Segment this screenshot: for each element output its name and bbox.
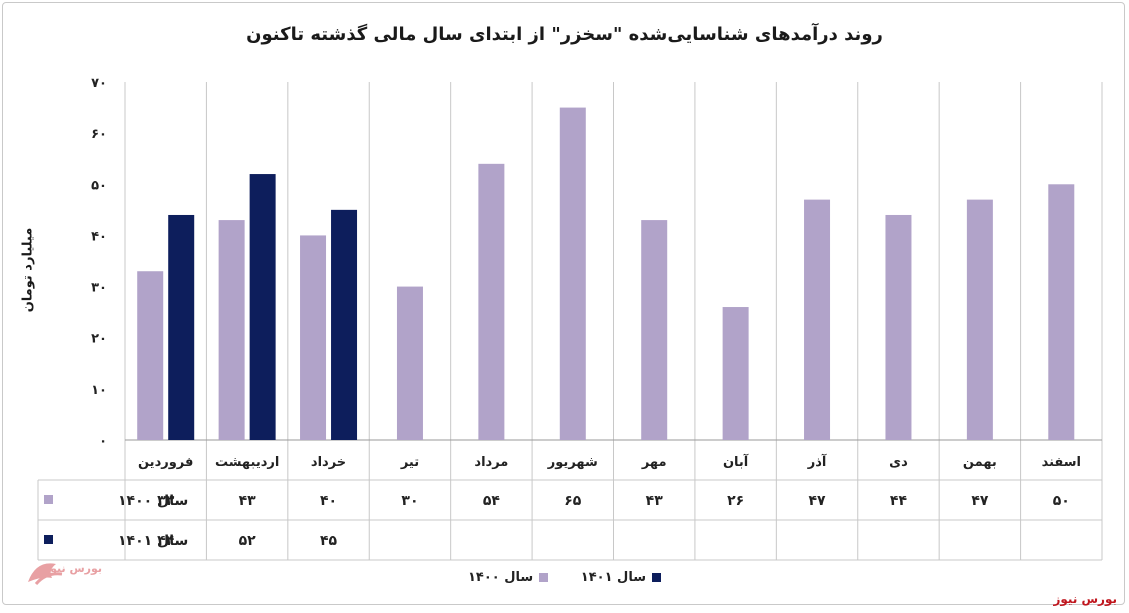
table-series-label: سال ۱۴۰۱ (118, 533, 188, 549)
x-category-label: دی (889, 455, 908, 470)
table-value-cell: ۵۴ (483, 493, 501, 509)
table-value-cell: ۲۶ (727, 493, 744, 509)
x-category-label: آبان (723, 453, 749, 470)
table-series-swatch (44, 535, 53, 544)
bar-1400-11 (966, 199, 993, 440)
x-category-label: فروردین (138, 455, 193, 470)
legend-item-1400: سال ۱۴۰۰ (468, 570, 549, 585)
bar-1400-5 (478, 163, 505, 441)
watermark-logo: بورس نیوز (28, 562, 102, 585)
table-value-cell: ۳۳ (157, 493, 175, 509)
chart-frame (2, 2, 1125, 605)
bar-1400-2 (218, 220, 245, 440)
bar-1400-8 (722, 307, 749, 440)
legend-swatch-1401 (652, 573, 661, 582)
x-category-label: شهریور (547, 455, 598, 470)
bar-1401-2 (249, 174, 276, 441)
x-category-label: مرداد (474, 455, 508, 470)
table-value-cell: ۴۷ (808, 493, 826, 509)
watermark-text: بورس نیوز (43, 562, 102, 575)
legend-label-1400: سال ۱۴۰۰ (468, 570, 534, 585)
legend-label-1401: سال ۱۴۰۱ (580, 570, 646, 585)
y-tick-label: ۰ (99, 434, 107, 449)
table-value-cell: ۵۰ (1053, 493, 1070, 509)
x-category-label: اسفند (1042, 455, 1081, 470)
y-tick-label: ۴۰ (91, 229, 107, 244)
table-value-cell: ۴۳ (646, 493, 664, 509)
bar-1400-3 (300, 235, 327, 440)
table-series-swatch (44, 495, 53, 504)
bar-1400-6 (559, 107, 586, 441)
y-tick-label: ۵۰ (91, 178, 107, 193)
y-tick-label: ۲۰ (91, 332, 107, 347)
table-value-cell: ۴۷ (971, 493, 989, 509)
table-value-cell: ۴۰ (320, 493, 337, 509)
table-value-cell: ۳۰ (401, 493, 418, 509)
legend-swatch-1400 (539, 573, 549, 582)
y-tick-label: ۶۰ (91, 127, 107, 142)
table-value-cell: ۴۳ (239, 493, 257, 509)
legend: سال ۱۴۰۱ سال ۱۴۰۰ (0, 570, 1129, 585)
table-value-cell: ۴۵ (320, 533, 338, 549)
x-category-label: اردیبهشت (215, 455, 279, 470)
y-tick-label: ۳۰ (91, 281, 107, 296)
bar-1401-3 (331, 209, 358, 440)
bar-1400-7 (641, 220, 668, 440)
x-category-label: بهمن (963, 455, 997, 470)
bar-1400-4 (396, 286, 423, 440)
chart-title: روند درآمدهای شناسایی‌شده "سخزر" از ابتد… (246, 24, 883, 45)
bar-1400-10 (885, 214, 912, 440)
table-value-cell: ۶۵ (564, 493, 582, 509)
x-category-label: آذر (807, 453, 827, 470)
x-category-label: خرداد (311, 455, 346, 470)
table-value-cell: ۴۴ (890, 493, 908, 509)
y-tick-label: ۱۰ (91, 383, 107, 398)
bar-1400-12 (1048, 184, 1075, 440)
legend-item-1401: سال ۱۴۰۱ (581, 570, 661, 585)
source-label: بورس نیوز (1053, 592, 1117, 606)
table-series-label: سال ۱۴۰۰ (118, 493, 188, 509)
bar-1401-1 (168, 214, 195, 440)
table-value-cell: ۴۴ (157, 533, 175, 549)
x-category-label: تیر (400, 455, 419, 470)
x-category-label: مهر (641, 455, 667, 470)
y-tick-label: ۷۰ (91, 76, 107, 91)
bar-1400-1 (137, 271, 164, 440)
table-value-cell: ۵۲ (239, 533, 257, 549)
bar-1400-9 (804, 199, 831, 440)
